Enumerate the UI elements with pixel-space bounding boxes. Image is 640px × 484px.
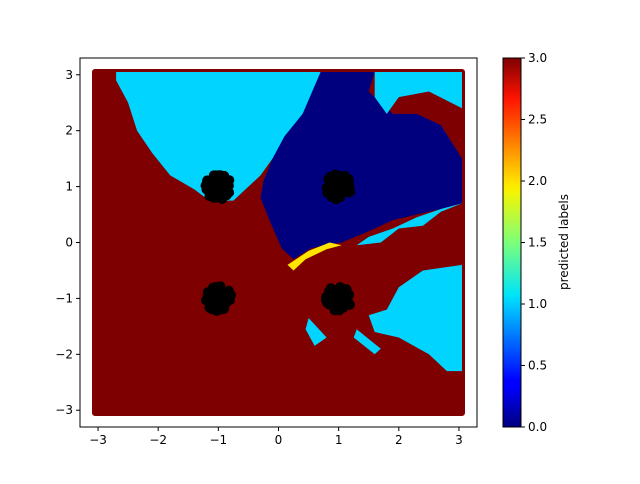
data-point	[330, 183, 341, 193]
data-point	[344, 179, 355, 190]
y-tick-label: −3	[55, 403, 73, 417]
data-point	[206, 177, 217, 187]
data-point	[343, 187, 354, 198]
y-tick-label: −2	[55, 347, 73, 361]
colorbar-tick-label: 1.0	[528, 297, 547, 311]
y-axis: −3 −2 −1 0 1 2 3	[55, 68, 80, 417]
data-point	[217, 194, 227, 204]
data-point	[209, 298, 220, 309]
region-label-1	[305, 318, 327, 346]
x-tick-label: −2	[149, 433, 167, 447]
y-tick-label: −1	[55, 291, 73, 305]
region-label-1	[368, 264, 462, 372]
colorbar	[502, 57, 522, 428]
data-point	[335, 190, 346, 201]
colorbar-tick-label: 2.0	[528, 174, 547, 188]
x-tick-label: 1	[335, 433, 343, 447]
x-tick-label: −1	[209, 433, 227, 447]
data-point	[339, 170, 350, 181]
y-tick-label: 3	[65, 68, 73, 82]
data-point	[220, 181, 231, 192]
colorbar-axis: 0.0 0.5 1.0 1.5 2.0 2.5 3.0	[521, 51, 547, 434]
data-point	[202, 287, 213, 298]
y-tick-label: 2	[65, 124, 73, 138]
region-label-2	[287, 242, 342, 271]
x-tick-label: 0	[275, 433, 283, 447]
data-point	[215, 290, 226, 301]
data-point	[329, 170, 340, 181]
data-point	[331, 292, 342, 303]
x-axis: −3 −2 −1 0 1 2 3	[89, 427, 463, 447]
colorbar-tick-label: 2.5	[528, 113, 547, 127]
data-point	[203, 186, 214, 197]
colorbar-tick-label: 0.0	[528, 420, 547, 434]
region-label-1	[356, 203, 462, 246]
data-points	[200, 169, 356, 316]
colorbar-tick-label: 1.5	[528, 236, 547, 250]
data-point	[216, 304, 227, 315]
x-tick-label: −3	[89, 433, 107, 447]
region-label-0	[260, 72, 462, 260]
x-tick-label: 2	[395, 433, 403, 447]
colorbar-tick-label: 3.0	[528, 51, 547, 65]
colorbar-tick-label: 0.5	[528, 359, 547, 373]
y-tick-label: 1	[65, 180, 73, 194]
region-label-1	[353, 329, 381, 355]
decision-regions	[92, 69, 465, 416]
data-point	[214, 170, 225, 181]
x-tick-label: 3	[455, 433, 463, 447]
data-point	[225, 291, 236, 302]
y-tick-label: 0	[65, 236, 73, 250]
colorbar-label: predicted labels	[557, 194, 571, 290]
data-point	[342, 295, 353, 306]
region-label-1	[116, 72, 321, 201]
region-label-1	[374, 72, 462, 114]
